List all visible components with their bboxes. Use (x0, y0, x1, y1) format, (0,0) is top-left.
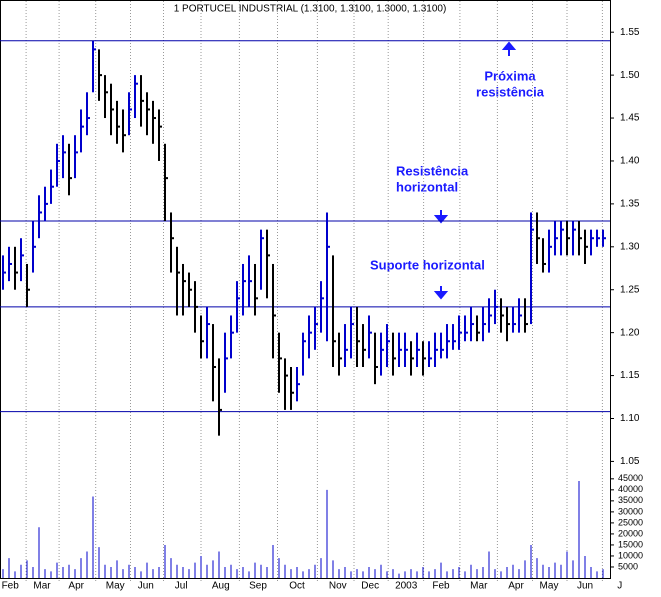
annotation: resistência (476, 84, 545, 99)
x-tick-label: May (106, 581, 125, 592)
volume-tick-label: 5000 (618, 561, 638, 571)
x-tick-label: Feb (2, 581, 20, 592)
chart-title: 1 PORTUCEL INDUSTRIAL (1.3100, 1.3100, 1… (174, 4, 447, 15)
x-tick-label: 2003 (395, 581, 418, 592)
y-tick-label: 1.15 (620, 370, 640, 381)
x-tick-label: Dec (361, 581, 379, 592)
y-tick-label: 1.35 (620, 199, 640, 210)
y-tick-label: 1.40 (620, 156, 640, 167)
x-tick-label: Aug (212, 581, 230, 592)
arrows (433, 41, 517, 300)
x-tick-label: Mar (470, 581, 488, 592)
x-tick-label: Nov (329, 581, 347, 592)
y-tick-label: 1.10 (620, 413, 640, 424)
volume-tick-label: 30000 (618, 506, 643, 516)
x-tick-label: J (617, 581, 622, 592)
annotation: Próxima (484, 68, 536, 83)
volume-tick-label: 25000 (618, 517, 643, 527)
annotation: horizontal (396, 179, 458, 194)
y-tick-label: 1.25 (620, 284, 640, 295)
volume-tick-label: 15000 (618, 539, 643, 549)
volume-tick-label: 35000 (618, 495, 643, 505)
y-tick-label: 1.20 (620, 327, 640, 338)
annotation: Suporte horizontal (370, 257, 485, 272)
x-tick-label: Jul (175, 581, 188, 592)
y-tick-label: 1.30 (620, 241, 640, 252)
x-tick-label: Mar (33, 581, 51, 592)
x-tick-label: May (540, 581, 559, 592)
y-tick-label: 1.05 (620, 456, 640, 467)
x-tick-label: Jun (138, 581, 154, 592)
volume-tick-label: 20000 (618, 528, 643, 538)
volume-tick-label: 10000 (618, 550, 643, 560)
y-tick-label: 1.45 (620, 113, 640, 124)
x-tick-label: Apr (508, 581, 524, 592)
x-tick-label: Apr (68, 581, 84, 592)
x-tick-label: Sep (249, 581, 267, 592)
y-tick-label: 1.50 (620, 70, 640, 81)
x-tick-label: Jun (577, 581, 593, 592)
volume-tick-label: 40000 (618, 484, 643, 494)
y-tick-label: 1.55 (620, 27, 640, 38)
x-tick-label: Oct (289, 581, 305, 592)
x-tick-label: Feb (432, 581, 450, 592)
volume-tick-label: 45000 (618, 473, 643, 483)
annotation: Resistência (396, 163, 469, 178)
